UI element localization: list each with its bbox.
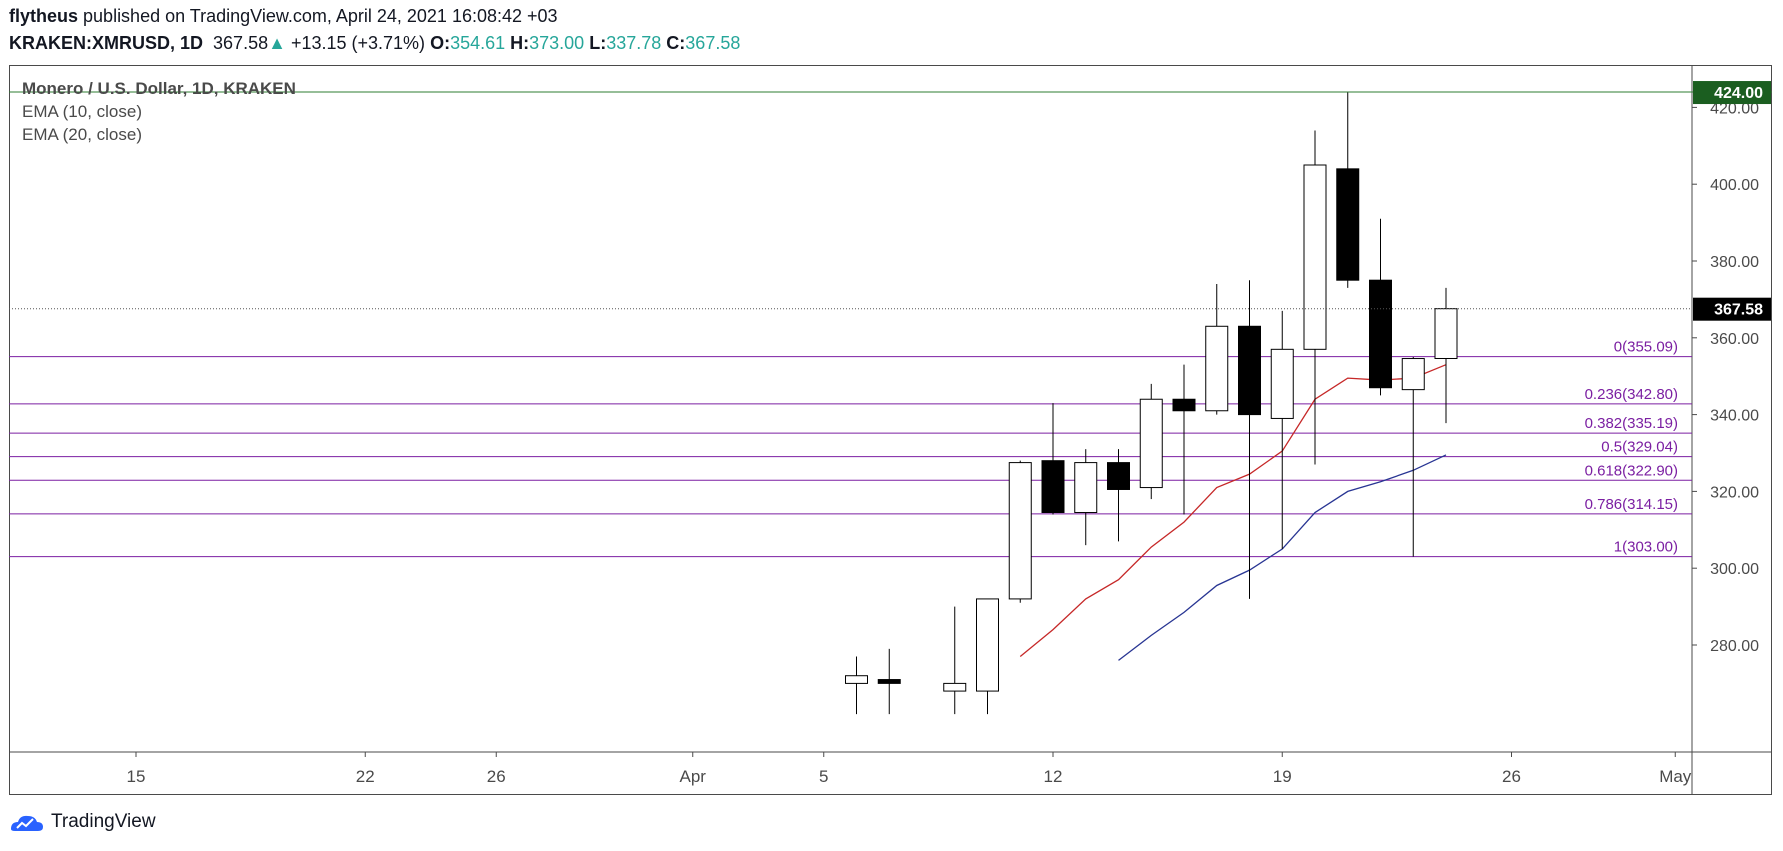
fib-label: 0.382(335.19) — [1585, 415, 1678, 432]
ohlc-line: KRAKEN:XMRUSD, 1D 367.58▲ +13.15 (+3.71%… — [9, 33, 740, 54]
legend-ema10: EMA (10, close) — [22, 102, 142, 121]
x-tick-label: 22 — [356, 767, 375, 786]
candle-body — [877, 679, 901, 684]
last-price-text: 367.58 — [213, 33, 269, 53]
y-tick-label: 420.00 — [1710, 100, 1759, 117]
fib-label: 0(355.09) — [1614, 339, 1678, 356]
candle-body — [1205, 325, 1229, 412]
fib-label: 1(303.00) — [1614, 539, 1678, 556]
x-tick-label: 5 — [819, 767, 828, 786]
close-value: 367.58 — [685, 33, 741, 53]
symbol-label: KRAKEN:XMRUSD, 1D — [9, 33, 204, 53]
candle-body — [1041, 460, 1065, 514]
candle — [1008, 460, 1032, 603]
last-price-badge-bg — [1693, 297, 1771, 321]
candle — [1074, 449, 1098, 546]
candle — [1303, 130, 1327, 465]
x-tick-label: 26 — [487, 767, 506, 786]
candle-body — [1303, 164, 1327, 350]
candle — [1238, 280, 1261, 599]
candle-body — [1434, 308, 1458, 359]
fib-label: 0.786(314.15) — [1585, 496, 1678, 513]
high-label: H: — [510, 33, 530, 53]
candle-body — [1336, 168, 1360, 281]
footer-brand: TradingView — [51, 811, 156, 832]
x-tick-label: 15 — [127, 767, 146, 786]
chart-frame — [9, 65, 1772, 795]
publish-info: flytheus published on TradingView.com, A… — [9, 6, 558, 27]
tradingview-cloud-icon — [11, 815, 43, 831]
candle — [1172, 364, 1196, 515]
candle-body — [976, 598, 999, 692]
fib-label: 0.236(342.80) — [1585, 386, 1678, 403]
x-tick-label: 12 — [1044, 767, 1063, 786]
candle — [1139, 383, 1163, 500]
plot-area — [9, 92, 1692, 715]
close-label: C: — [666, 33, 686, 53]
fib-label: 0.5(329.04) — [1601, 439, 1678, 456]
candle-body — [1238, 325, 1261, 416]
candle-body — [1107, 462, 1130, 490]
author-name: flytheus — [9, 6, 79, 26]
candle-body — [1270, 348, 1294, 419]
candle — [1336, 92, 1360, 288]
low-label: L: — [589, 33, 607, 53]
candle — [845, 656, 868, 715]
x-tick-label: May — [1659, 767, 1692, 786]
y-tick-label: 280.00 — [1710, 638, 1759, 655]
x-tick-label: 26 — [1502, 767, 1521, 786]
candle — [877, 648, 901, 715]
candle — [1270, 310, 1294, 549]
candle-body — [1139, 398, 1163, 489]
candle — [1434, 287, 1458, 424]
change-text: +13.15 (+3.71%) — [290, 33, 426, 53]
y-tick-label: 340.00 — [1710, 408, 1759, 425]
candle — [1205, 284, 1229, 415]
candle-body — [1074, 462, 1098, 514]
candle-body — [1369, 279, 1392, 389]
candle — [976, 598, 999, 715]
candle — [1041, 403, 1065, 515]
candle — [943, 606, 967, 715]
candle-body — [845, 675, 868, 684]
high-badge-bg — [1693, 81, 1771, 105]
y-tick-label: 400.00 — [1710, 177, 1759, 194]
published-text: published on TradingView.com, April 24, … — [83, 6, 558, 26]
x-tick-label: Apr — [680, 767, 707, 786]
candle — [1401, 357, 1425, 557]
y-tick-label: 380.00 — [1710, 254, 1759, 271]
high-value: 373.00 — [529, 33, 585, 53]
high-badge-text: 424.00 — [1714, 85, 1763, 102]
candle — [1107, 449, 1130, 542]
open-label: O: — [430, 33, 451, 53]
y-tick-label: 320.00 — [1710, 484, 1759, 501]
low-value: 337.78 — [606, 33, 662, 53]
y-tick-label: 300.00 — [1710, 561, 1759, 578]
candle-body — [943, 682, 967, 692]
chart-title: Monero / U.S. Dollar, 1D, KRAKEN — [22, 79, 296, 98]
candle — [1369, 218, 1392, 396]
candle-body — [1401, 358, 1425, 391]
up-arrow-icon: ▲ — [268, 33, 286, 53]
fib-label: 0.618(322.90) — [1585, 462, 1678, 479]
candle-body — [1008, 462, 1032, 600]
legend-ema20: EMA (20, close) — [22, 125, 142, 144]
x-tick-label: 19 — [1273, 767, 1292, 786]
last-price-badge-text: 367.58 — [1714, 302, 1763, 319]
candle-body — [1172, 398, 1196, 412]
open-value: 354.61 — [450, 33, 506, 53]
tradingview-logo[interactable]: TradingView — [9, 811, 156, 833]
y-tick-label: 360.00 — [1710, 331, 1759, 348]
